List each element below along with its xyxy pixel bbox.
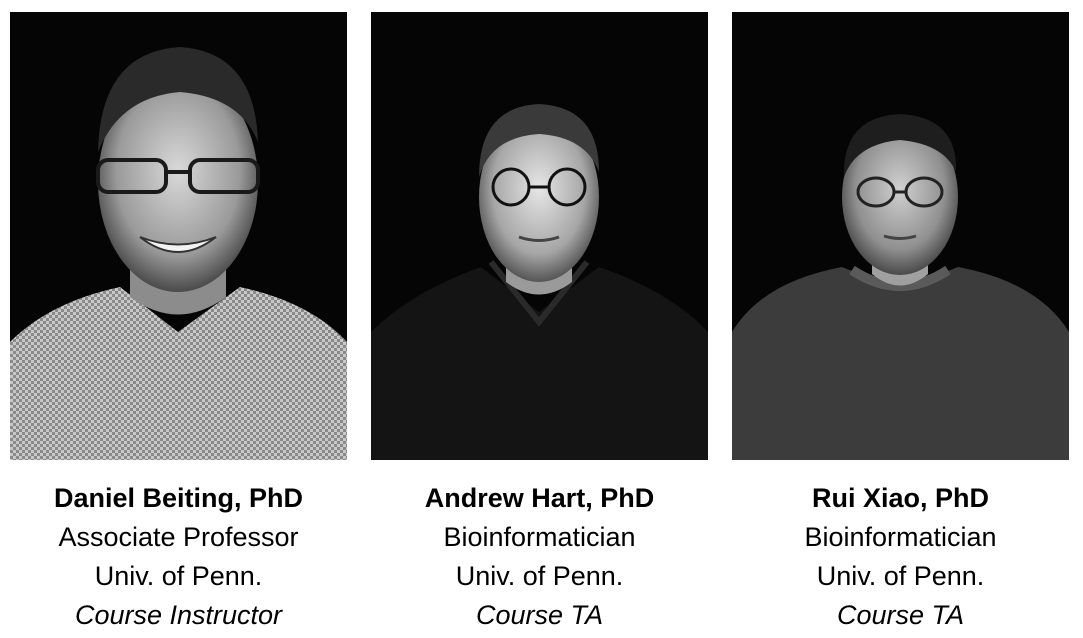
- person-caption: Rui Xiao, PhD Bioinformatician Univ. of …: [732, 478, 1069, 635]
- person-name: Andrew Hart, PhD: [424, 483, 655, 513]
- person-affiliation: Univ. of Penn.: [816, 561, 985, 591]
- person-role: Course TA: [475, 600, 604, 630]
- person-name: Rui Xiao, PhD: [811, 483, 990, 513]
- person-affiliation: Univ. of Penn.: [94, 561, 263, 591]
- person-card-rui-xiao: Rui Xiao, PhD Bioinformatician Univ. of …: [732, 12, 1069, 635]
- person-card-daniel-beiting: Daniel Beiting, PhD Associate Professor …: [10, 12, 347, 635]
- portrait-photo: [732, 12, 1069, 460]
- portrait-photo: [371, 12, 708, 460]
- person-caption: Daniel Beiting, PhD Associate Professor …: [10, 478, 347, 635]
- person-affiliation: Univ. of Penn.: [455, 561, 624, 591]
- person-role: Course Instructor: [74, 600, 283, 630]
- person-title: Bioinformatician: [443, 522, 636, 552]
- person-name: Daniel Beiting, PhD: [53, 483, 304, 513]
- person-title: Bioinformatician: [804, 522, 997, 552]
- portrait-photo: [10, 12, 347, 460]
- person-role: Course TA: [836, 600, 965, 630]
- person-card-andrew-hart: Andrew Hart, PhD Bioinformatician Univ. …: [371, 12, 708, 635]
- person-caption: Andrew Hart, PhD Bioinformatician Univ. …: [371, 478, 708, 635]
- person-title: Associate Professor: [58, 522, 299, 552]
